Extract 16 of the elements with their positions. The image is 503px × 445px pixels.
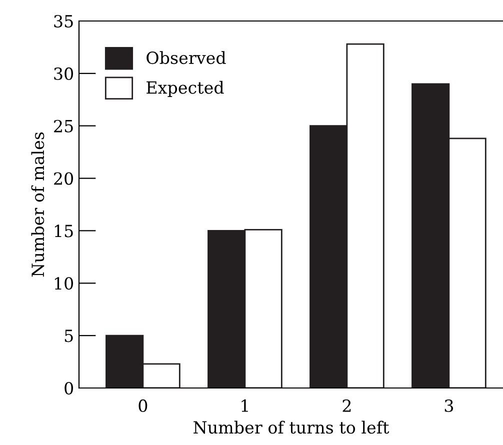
legend-label: Expected xyxy=(146,80,224,98)
y-tick-label: 25 xyxy=(54,120,73,132)
x-tick-label: 0 xyxy=(138,399,148,412)
x-tick-label: 2 xyxy=(342,399,351,412)
y-tick-label: 10 xyxy=(54,277,74,290)
y-tick-label: 5 xyxy=(64,330,73,342)
y-tick-label: 30 xyxy=(54,67,74,80)
legend-label: Observed xyxy=(146,51,226,64)
y-tick-label: 0 xyxy=(64,382,74,395)
y-tick-label: 35 xyxy=(54,14,73,28)
y-tick-label: 15 xyxy=(54,224,73,238)
x-tick-label: 1 xyxy=(242,399,248,412)
x-tick-label: 3 xyxy=(444,399,454,412)
x-axis-title: Number of turns to left xyxy=(194,420,390,434)
y-tick-label: 20 xyxy=(54,172,74,185)
y-axis-title: Number of males xyxy=(31,132,44,277)
